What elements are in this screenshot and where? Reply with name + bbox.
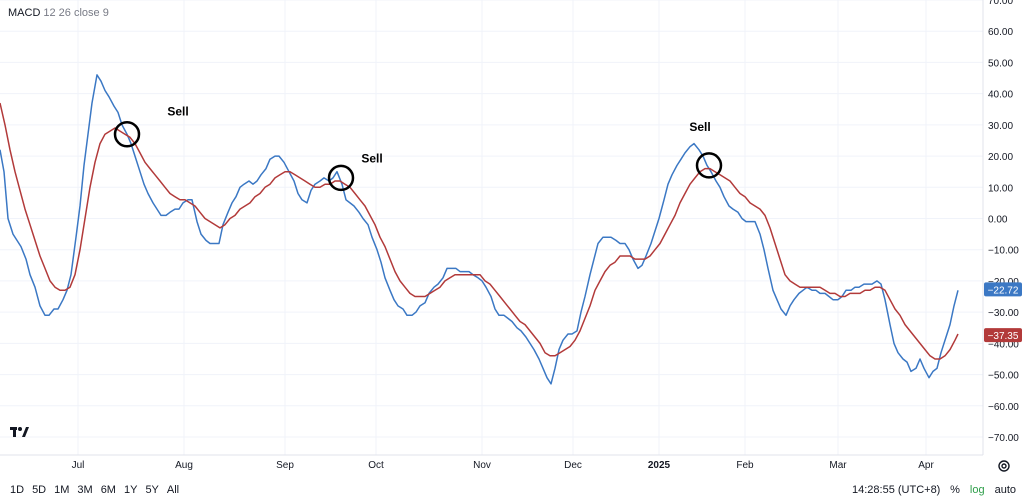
y-tick-label: −40.00 bbox=[988, 339, 1019, 350]
range-1m[interactable]: 1M bbox=[54, 484, 70, 496]
y-tick-label: 0.00 bbox=[988, 215, 1008, 226]
x-tick-label: Aug bbox=[175, 460, 193, 471]
x-tick-label: Nov bbox=[473, 460, 491, 471]
sell-label: Sell bbox=[361, 151, 382, 165]
range-5d[interactable]: 5D bbox=[32, 484, 47, 496]
x-tick-label: Apr bbox=[918, 460, 934, 471]
y-tick-label: 50.00 bbox=[988, 58, 1013, 69]
percent-toggle[interactable]: % bbox=[950, 484, 960, 496]
y-tick-label: −70.00 bbox=[988, 433, 1019, 444]
indicator-legend[interactable]: MACD 12 26 close 9 bbox=[8, 7, 109, 19]
bottom-toolbar: 1D 5D 1M 3M 6M 1Y 5Y All 14:28:55 (UTC+8… bbox=[0, 481, 1024, 501]
x-tick-label: Jul bbox=[72, 460, 85, 471]
x-tick-label: Feb bbox=[736, 460, 754, 471]
x-tick-label: 2025 bbox=[648, 460, 671, 471]
y-tick-label: 10.00 bbox=[988, 183, 1013, 194]
y-tick-label: 30.00 bbox=[988, 121, 1013, 132]
y-tick-label: −10.00 bbox=[988, 246, 1019, 257]
grid-lines bbox=[0, 0, 983, 455]
y-tick-label: −60.00 bbox=[988, 402, 1019, 413]
time-axis: Jul Aug Sep Oct Nov Dec 2025 Feb Mar Apr bbox=[72, 460, 935, 471]
log-toggle[interactable]: log bbox=[969, 484, 985, 496]
annotations-layer: Sell Sell Sell bbox=[113, 104, 723, 192]
macd-line bbox=[0, 74, 959, 385]
settings-gear-icon[interactable] bbox=[996, 458, 1012, 474]
sell-marker-circle bbox=[327, 164, 355, 192]
range-1y[interactable]: 1Y bbox=[123, 484, 138, 496]
y-tick-label: 60.00 bbox=[988, 27, 1013, 38]
last-value-badges: −22.72 −37.35 bbox=[984, 282, 1022, 343]
y-tick-label: 20.00 bbox=[988, 152, 1013, 163]
sell-marker-circle bbox=[113, 120, 141, 148]
range-6m[interactable]: 6M bbox=[100, 484, 116, 496]
clock-readout[interactable]: 14:28:55 (UTC+8) bbox=[852, 484, 941, 496]
price-axis: 70.00 60.00 50.00 40.00 30.00 20.00 10.00 0.00 −… bbox=[988, 0, 1019, 444]
tradingview-logo-icon bbox=[10, 427, 29, 437]
series-layer bbox=[0, 74, 959, 385]
signal-last-value-label: −37.35 bbox=[988, 331, 1019, 342]
x-tick-label: Sep bbox=[276, 460, 294, 471]
x-tick-label: Mar bbox=[829, 460, 847, 471]
time-range-selector: 1D 5D 1M 3M 6M 1Y 5Y All bbox=[10, 484, 179, 496]
signal-last-value-badge bbox=[984, 328, 1022, 343]
macd-last-value-label: −22.72 bbox=[988, 285, 1019, 296]
macd-last-value-badge bbox=[984, 282, 1022, 297]
range-3m[interactable]: 3M bbox=[77, 484, 93, 496]
x-tick-label: Oct bbox=[368, 460, 384, 471]
signal-line bbox=[0, 102, 959, 360]
x-tick-label: Dec bbox=[564, 460, 582, 471]
indicator-name: MACD bbox=[8, 7, 41, 19]
auto-toggle[interactable]: auto bbox=[994, 484, 1016, 496]
sell-marker-circle bbox=[695, 152, 723, 179]
range-1d[interactable]: 1D bbox=[10, 484, 25, 496]
range-5y[interactable]: 5Y bbox=[145, 484, 159, 496]
y-tick-label: −50.00 bbox=[988, 371, 1019, 382]
y-tick-label: 70.00 bbox=[988, 0, 1013, 7]
sell-label: Sell bbox=[167, 104, 188, 118]
indicator-params: 12 26 close 9 bbox=[43, 7, 109, 19]
y-tick-label: −30.00 bbox=[988, 308, 1019, 319]
scale-toggles: % log auto bbox=[950, 484, 1016, 496]
sell-label: Sell bbox=[689, 120, 710, 134]
y-tick-label: 40.00 bbox=[988, 90, 1013, 101]
range-all[interactable]: All bbox=[166, 484, 180, 496]
